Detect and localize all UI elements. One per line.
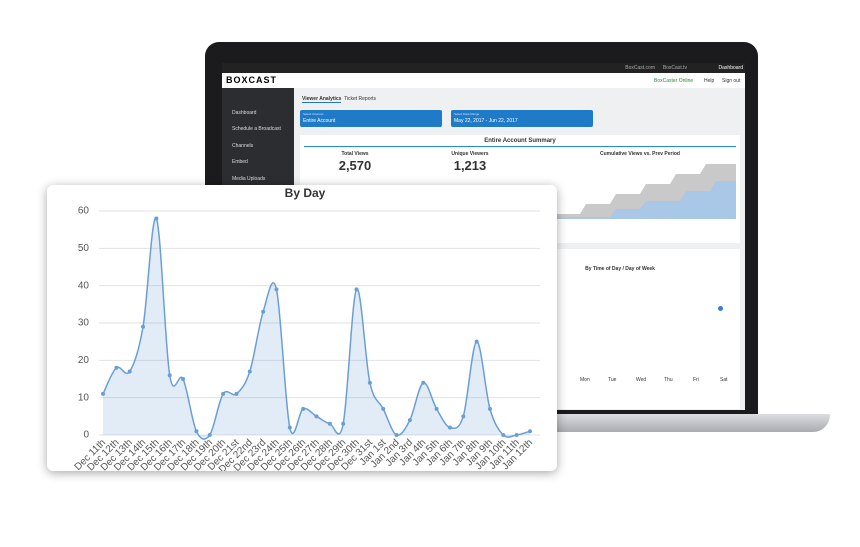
sidebar-item[interactable]: Dashboard bbox=[232, 110, 257, 116]
tab[interactable]: Viewer Analytics bbox=[302, 96, 342, 103]
point bbox=[514, 433, 519, 437]
y-tick-label: 30 bbox=[78, 318, 90, 329]
point bbox=[381, 406, 386, 411]
cumulative-chart bbox=[550, 164, 736, 219]
top-link[interactable]: BoxCast.com bbox=[625, 65, 655, 71]
point bbox=[234, 391, 239, 396]
y-tick-label: 10 bbox=[78, 392, 90, 403]
by-day-card: By Day 0 10 20 30 40 50 60 Dec 11th Dec 12th Dec … bbox=[47, 185, 557, 475]
current-area bbox=[550, 181, 736, 219]
point bbox=[528, 429, 532, 434]
point bbox=[421, 380, 426, 385]
stat-label: Total Views bbox=[341, 151, 369, 157]
weekday: Fri bbox=[693, 377, 699, 383]
y-tick-label: 40 bbox=[78, 280, 90, 291]
point bbox=[367, 380, 372, 385]
sidebar-item[interactable]: Embed bbox=[232, 159, 248, 165]
cumulative-title: Cumulative Views vs. Prev Period bbox=[600, 151, 680, 157]
select-label: Select Date Range bbox=[454, 112, 480, 116]
header: BOXCAST BoxCaster Online Help Sign out bbox=[222, 73, 745, 88]
point bbox=[474, 339, 479, 344]
point bbox=[221, 391, 226, 396]
point bbox=[327, 421, 332, 426]
point bbox=[114, 365, 119, 370]
sidebar-item[interactable]: Schedule a Broadcast bbox=[232, 126, 281, 132]
line bbox=[102, 217, 531, 440]
point bbox=[101, 391, 105, 396]
point bbox=[501, 433, 506, 437]
point bbox=[394, 433, 399, 437]
select-value: May 22, 2017 - Jun 22, 2017 bbox=[454, 118, 518, 124]
y-tick-label: 60 bbox=[78, 206, 90, 217]
header-link[interactable]: Help bbox=[704, 78, 715, 84]
stat-label: Unique Viewers bbox=[451, 151, 489, 157]
channel-select[interactable]: Select Channel Entire Account bbox=[300, 110, 442, 127]
select-label: Select Channel bbox=[303, 112, 324, 116]
summary-title: Entire Account Summary bbox=[484, 138, 556, 144]
y-tick-label: 0 bbox=[83, 430, 89, 441]
header-link[interactable]: Sign out bbox=[722, 78, 741, 84]
time-title: By Time of Day / Day of Week bbox=[585, 266, 655, 272]
point bbox=[274, 287, 279, 292]
point bbox=[341, 421, 346, 426]
point bbox=[314, 414, 319, 419]
weekday: Tue bbox=[608, 377, 617, 383]
sidebar-item[interactable]: Media Uploads bbox=[232, 176, 266, 182]
point bbox=[407, 418, 412, 423]
stat-value: 1,213 bbox=[453, 158, 487, 173]
point bbox=[141, 324, 146, 329]
point bbox=[487, 406, 492, 411]
point bbox=[127, 369, 132, 374]
point bbox=[354, 287, 359, 292]
point bbox=[247, 369, 252, 374]
select-value: Entire Account bbox=[303, 118, 336, 124]
point bbox=[194, 429, 199, 434]
divider bbox=[304, 146, 736, 147]
sidebar-item[interactable]: Channels bbox=[232, 143, 254, 149]
point bbox=[434, 406, 439, 411]
point bbox=[447, 425, 452, 430]
logo[interactable]: BOXCAST bbox=[226, 75, 278, 85]
date-select[interactable]: Select Date Range May 22, 2017 - Jun 22,… bbox=[451, 110, 593, 127]
point bbox=[301, 406, 306, 411]
point bbox=[167, 373, 172, 378]
top-bar: BoxCast.com BoxCast.tv Dashboard bbox=[222, 63, 745, 73]
point bbox=[154, 216, 159, 221]
weekday: Thu bbox=[664, 377, 673, 383]
weekday: Wed bbox=[636, 377, 647, 383]
top-link[interactable]: BoxCast.tv bbox=[662, 65, 687, 71]
top-link[interactable]: Dashboard bbox=[718, 65, 743, 71]
point bbox=[181, 377, 186, 381]
weekday: Sat bbox=[720, 377, 728, 383]
point bbox=[261, 309, 266, 314]
weekday: Mon bbox=[580, 377, 590, 383]
y-tick-label: 20 bbox=[78, 355, 90, 366]
stat-value: 2,570 bbox=[338, 158, 372, 173]
status: BoxCaster Online bbox=[654, 78, 694, 84]
point bbox=[207, 433, 212, 437]
point bbox=[461, 414, 466, 419]
y-tick-label: 50 bbox=[78, 243, 90, 254]
bubble bbox=[718, 306, 723, 311]
chart-title: By Day bbox=[285, 186, 326, 200]
tab[interactable]: Ticket Reports bbox=[344, 96, 377, 102]
point bbox=[287, 425, 292, 430]
